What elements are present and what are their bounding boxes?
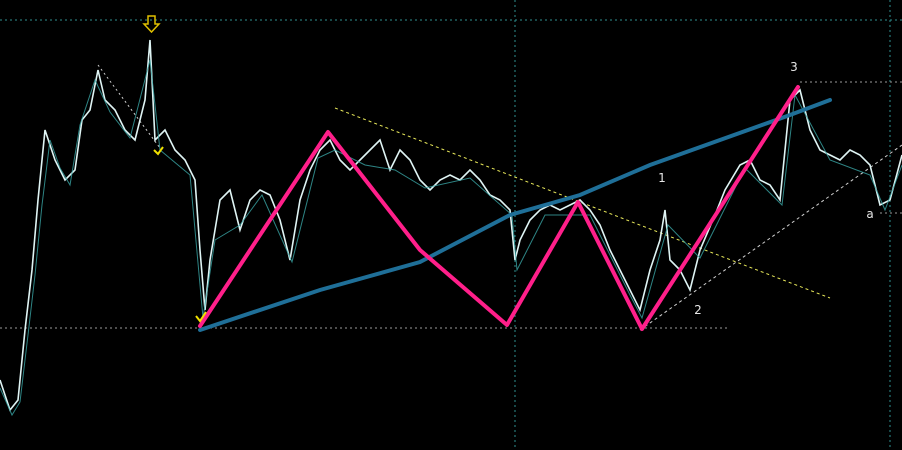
wave-label: a [866,207,873,221]
wave-label: 2 [694,303,702,317]
wave-label: 1 [658,171,666,185]
price-trace-shadow [0,59,902,417]
channel-line [97,64,161,149]
price-trace [0,39,902,412]
check-marker [195,311,207,323]
moving-average [198,98,832,332]
check-marker [153,146,164,156]
zigzag-pattern [198,85,800,331]
wave-label: 3 [790,60,798,74]
down-arrow-marker [142,15,161,34]
